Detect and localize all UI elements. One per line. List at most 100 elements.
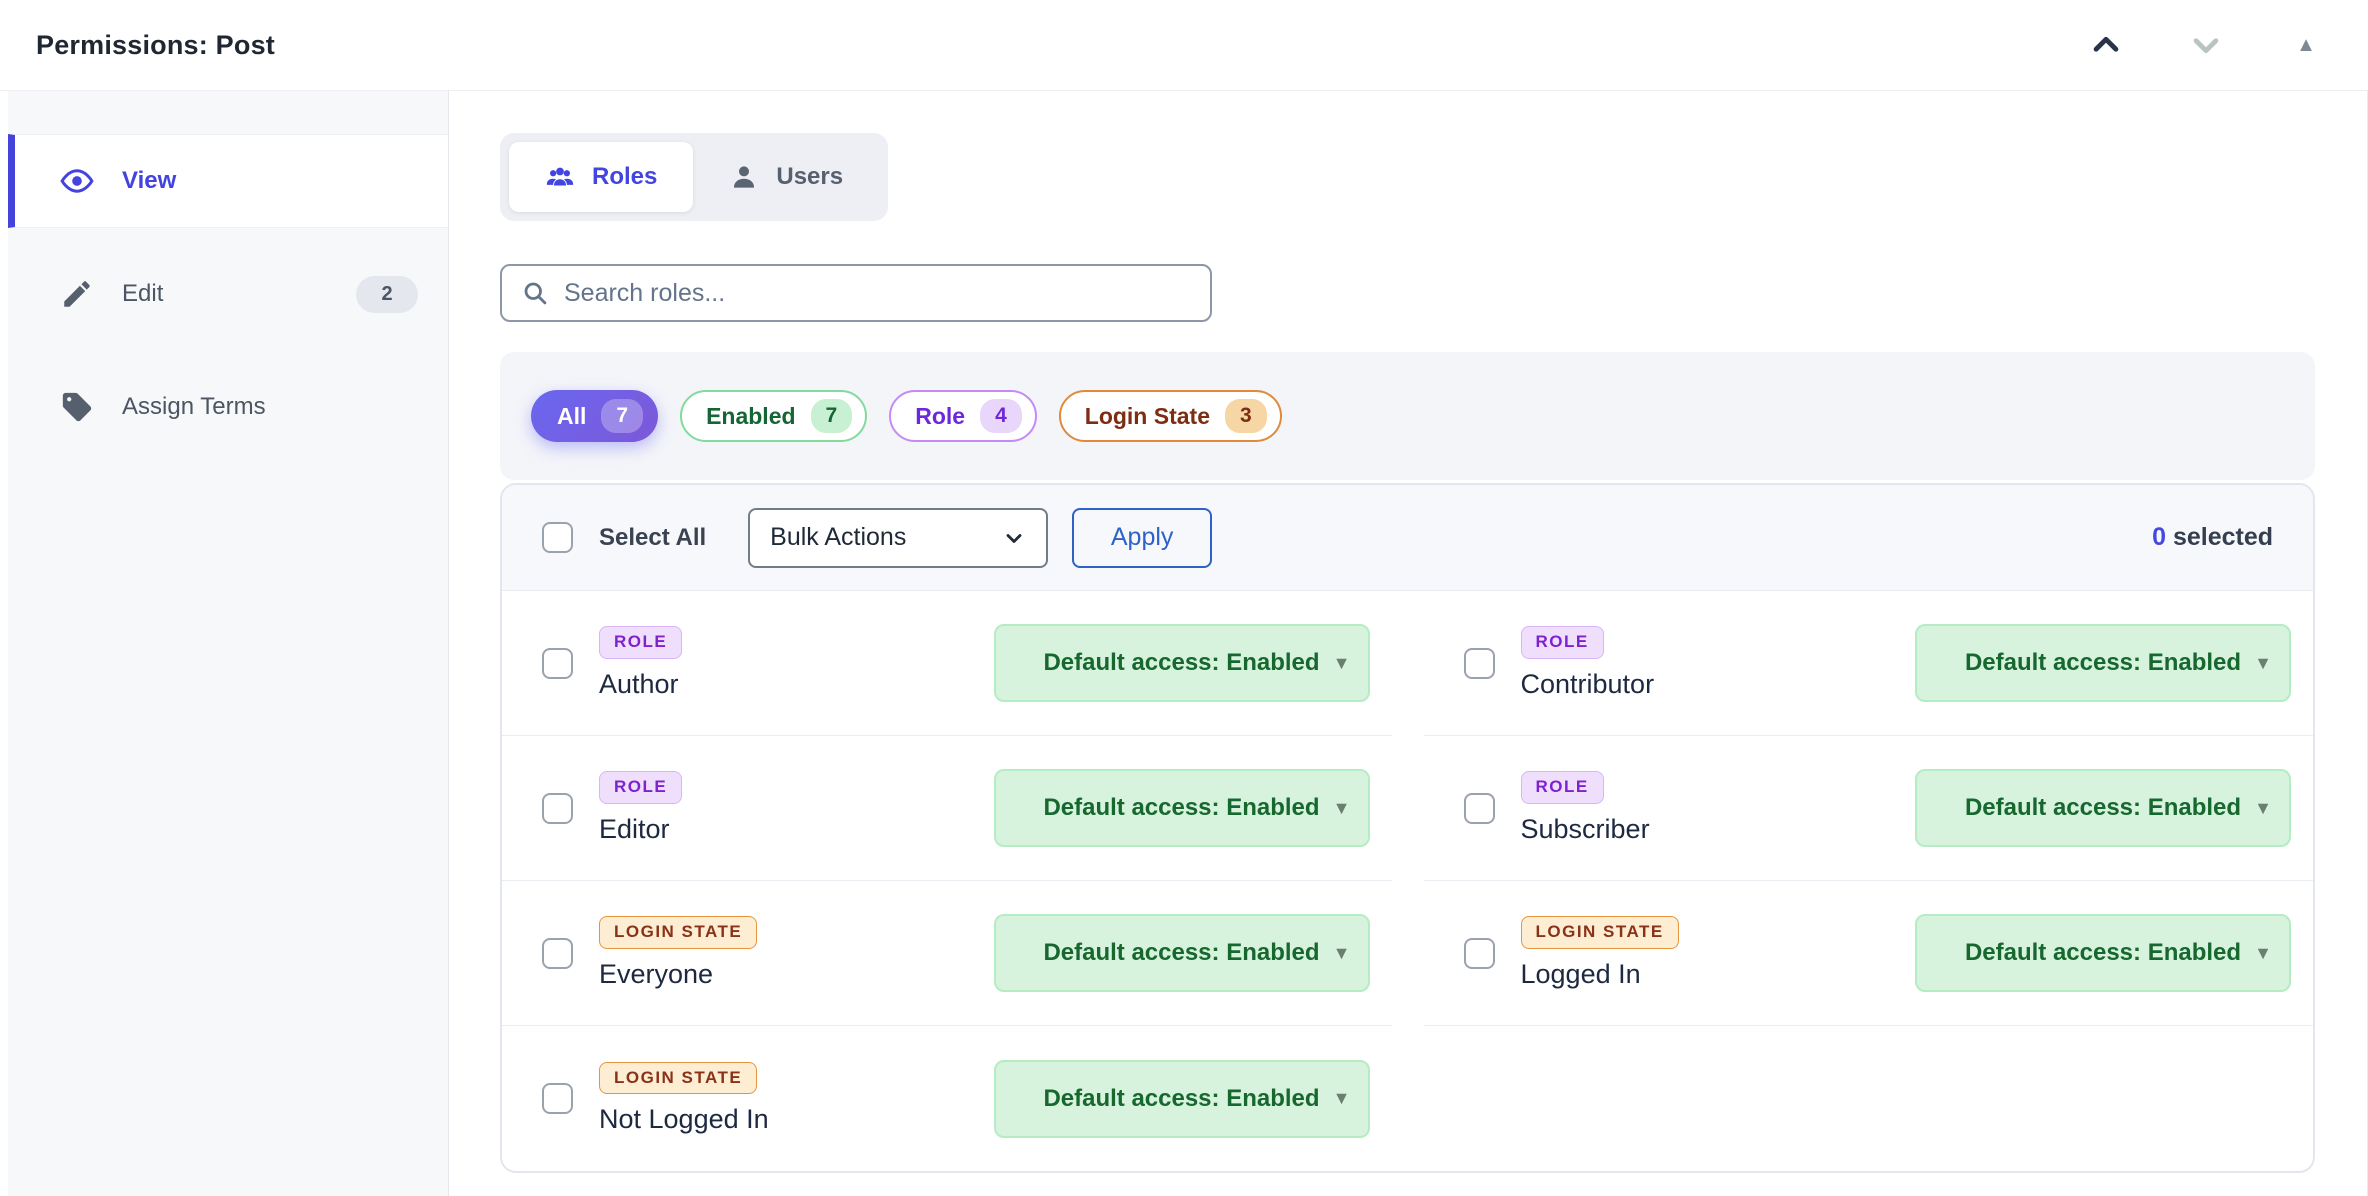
- chevron-down-icon: [2193, 38, 2219, 54]
- main-panel: Roles Users All 7 Enable: [449, 91, 2367, 1196]
- selected-count: 0: [2152, 523, 2166, 551]
- apply-button[interactable]: Apply: [1072, 507, 1213, 568]
- metabox-header: Permissions: Post ▲: [0, 0, 2368, 91]
- edit-count-badge: 2: [356, 275, 418, 313]
- sidebar: View Edit 2 Assign Terms: [8, 91, 449, 1196]
- role-type-badge: LOGIN STATE: [599, 1061, 758, 1095]
- default-access-select[interactable]: Default access: Enabled ▼: [993, 914, 1370, 992]
- default-access-select[interactable]: Default access: Enabled ▼: [993, 769, 1370, 847]
- move-up-button[interactable]: [2084, 23, 2128, 67]
- role-name: Everyone: [599, 958, 714, 989]
- access-value: Default access: Enabled: [1964, 794, 2242, 821]
- role-info: LOGIN STATE Not Logged In: [599, 1061, 769, 1135]
- access-value: Default access: Enabled: [1043, 939, 1320, 966]
- tab-label: Users: [776, 163, 844, 190]
- role-checkbox[interactable]: [542, 937, 573, 969]
- default-access-select[interactable]: Default access: Enabled ▼: [1915, 624, 2291, 702]
- filter-label: Role: [915, 402, 966, 429]
- move-down-button[interactable]: [2184, 23, 2228, 67]
- tag-icon: [62, 392, 92, 422]
- roles-grid: ROLE Author Default access: Enabled ▼ RO…: [502, 591, 2313, 1171]
- role-type-badge: LOGIN STATE: [599, 916, 758, 949]
- default-access-select[interactable]: Default access: Enabled ▼: [993, 1059, 1370, 1138]
- role-row-subscriber: ROLE Subscriber Default access: Enabled …: [1423, 736, 2313, 881]
- role-info: ROLE Contributor: [1520, 626, 1654, 699]
- bulk-actions-select[interactable]: Bulk Actions: [748, 507, 1049, 568]
- header-controls: ▲: [2084, 23, 2328, 67]
- role-info: LOGIN STATE Logged In: [1520, 916, 1679, 989]
- access-value: Default access: Enabled: [1043, 649, 1320, 676]
- selected-info: 0 selected: [2152, 523, 2273, 552]
- filter-count-badge: 7: [810, 399, 853, 433]
- users-group-icon: [546, 167, 574, 186]
- filter-label: Login State: [1084, 402, 1210, 429]
- dropdown-caret-icon: ▼: [1332, 797, 1351, 818]
- filter-count-badge: 4: [980, 399, 1022, 433]
- access-value: Default access: Enabled: [1043, 794, 1320, 821]
- search-icon: [524, 282, 547, 305]
- collapse-toggle-button[interactable]: ▲: [2284, 23, 2328, 67]
- role-checkbox[interactable]: [542, 792, 573, 824]
- dropdown-caret-icon: ▼: [1332, 652, 1351, 673]
- role-name: Logged In: [1520, 958, 1641, 989]
- role-name: Not Logged In: [599, 1104, 769, 1135]
- sidebar-item-label: Edit: [122, 280, 164, 307]
- select-all-checkbox[interactable]: [542, 522, 573, 553]
- role-row-contributor: ROLE Contributor Default access: Enabled…: [1423, 591, 2313, 736]
- triangle-up-icon: ▲: [2296, 34, 2316, 56]
- sidebar-item-assign-terms[interactable]: Assign Terms: [8, 360, 448, 454]
- filter-enabled[interactable]: Enabled 7: [680, 390, 868, 442]
- role-type-badge: LOGIN STATE: [1520, 916, 1679, 949]
- chevron-up-icon: [2093, 36, 2119, 52]
- role-row-author: ROLE Author Default access: Enabled ▼: [502, 591, 1392, 736]
- filter-count-badge: 7: [601, 399, 644, 433]
- bulk-actions-row: Select All Bulk Actions Apply 0 selected: [502, 485, 2313, 591]
- roles-card: Select All Bulk Actions Apply 0 selected…: [500, 483, 2315, 1173]
- role-name: Subscriber: [1520, 813, 1650, 844]
- tab-roles[interactable]: Roles: [509, 142, 694, 212]
- role-type-badge: ROLE: [599, 626, 683, 659]
- role-checkbox[interactable]: [1463, 937, 1495, 969]
- select-chevron-icon: [1006, 533, 1022, 543]
- role-checkbox[interactable]: [542, 647, 573, 679]
- role-name: Editor: [599, 813, 670, 844]
- content-layout: View Edit 2 Assign Terms: [0, 91, 2368, 1196]
- filter-login-state[interactable]: Login State 3: [1058, 390, 1282, 442]
- default-access-select[interactable]: Default access: Enabled ▼: [1915, 769, 2291, 847]
- role-row-everyone: LOGIN STATE Everyone Default access: Ena…: [502, 881, 1392, 1026]
- filter-all[interactable]: All 7: [531, 390, 659, 442]
- filter-label: Enabled: [706, 402, 796, 429]
- default-access-select[interactable]: Default access: Enabled ▼: [1915, 914, 2291, 992]
- sidebar-item-label: Assign Terms: [122, 393, 266, 420]
- filter-count-badge: 3: [1225, 399, 1267, 433]
- default-access-select[interactable]: Default access: Enabled ▼: [993, 624, 1370, 702]
- filter-strip: All 7 Enabled 7 Role 4 Login State 3: [500, 352, 2315, 480]
- dropdown-caret-icon: ▼: [1332, 942, 1351, 963]
- tab-group: Roles Users: [500, 133, 889, 221]
- selected-label: selected: [2172, 523, 2273, 551]
- dropdown-caret-icon: ▼: [1332, 1088, 1351, 1108]
- search-input[interactable]: [564, 278, 1191, 308]
- role-row-not-logged-in: LOGIN STATE Not Logged In Default access…: [502, 1026, 1392, 1171]
- filter-label: All: [557, 402, 587, 429]
- filter-role[interactable]: Role 4: [889, 390, 1037, 442]
- page-title: Permissions: Post: [36, 29, 275, 60]
- role-checkbox[interactable]: [542, 1083, 573, 1114]
- role-type-badge: ROLE: [1520, 626, 1604, 659]
- access-value: Default access: Enabled: [1964, 939, 2242, 966]
- tab-label: Roles: [592, 163, 658, 190]
- dropdown-caret-icon: ▼: [2254, 652, 2272, 673]
- dropdown-caret-icon: ▼: [2254, 942, 2272, 963]
- user-icon: [734, 166, 755, 188]
- access-value: Default access: Enabled: [1964, 649, 2242, 676]
- bulk-actions-value: Bulk Actions: [770, 523, 907, 551]
- sidebar-item-edit[interactable]: Edit 2: [8, 247, 448, 341]
- search-box: [500, 264, 1212, 322]
- tab-users[interactable]: Users: [693, 142, 879, 212]
- eye-icon: [60, 169, 94, 193]
- sidebar-item-view[interactable]: View: [8, 134, 448, 228]
- role-checkbox[interactable]: [1463, 792, 1495, 824]
- role-checkbox[interactable]: [1463, 647, 1495, 679]
- role-info: ROLE Subscriber: [1520, 771, 1650, 844]
- select-all-label: Select All: [599, 523, 707, 551]
